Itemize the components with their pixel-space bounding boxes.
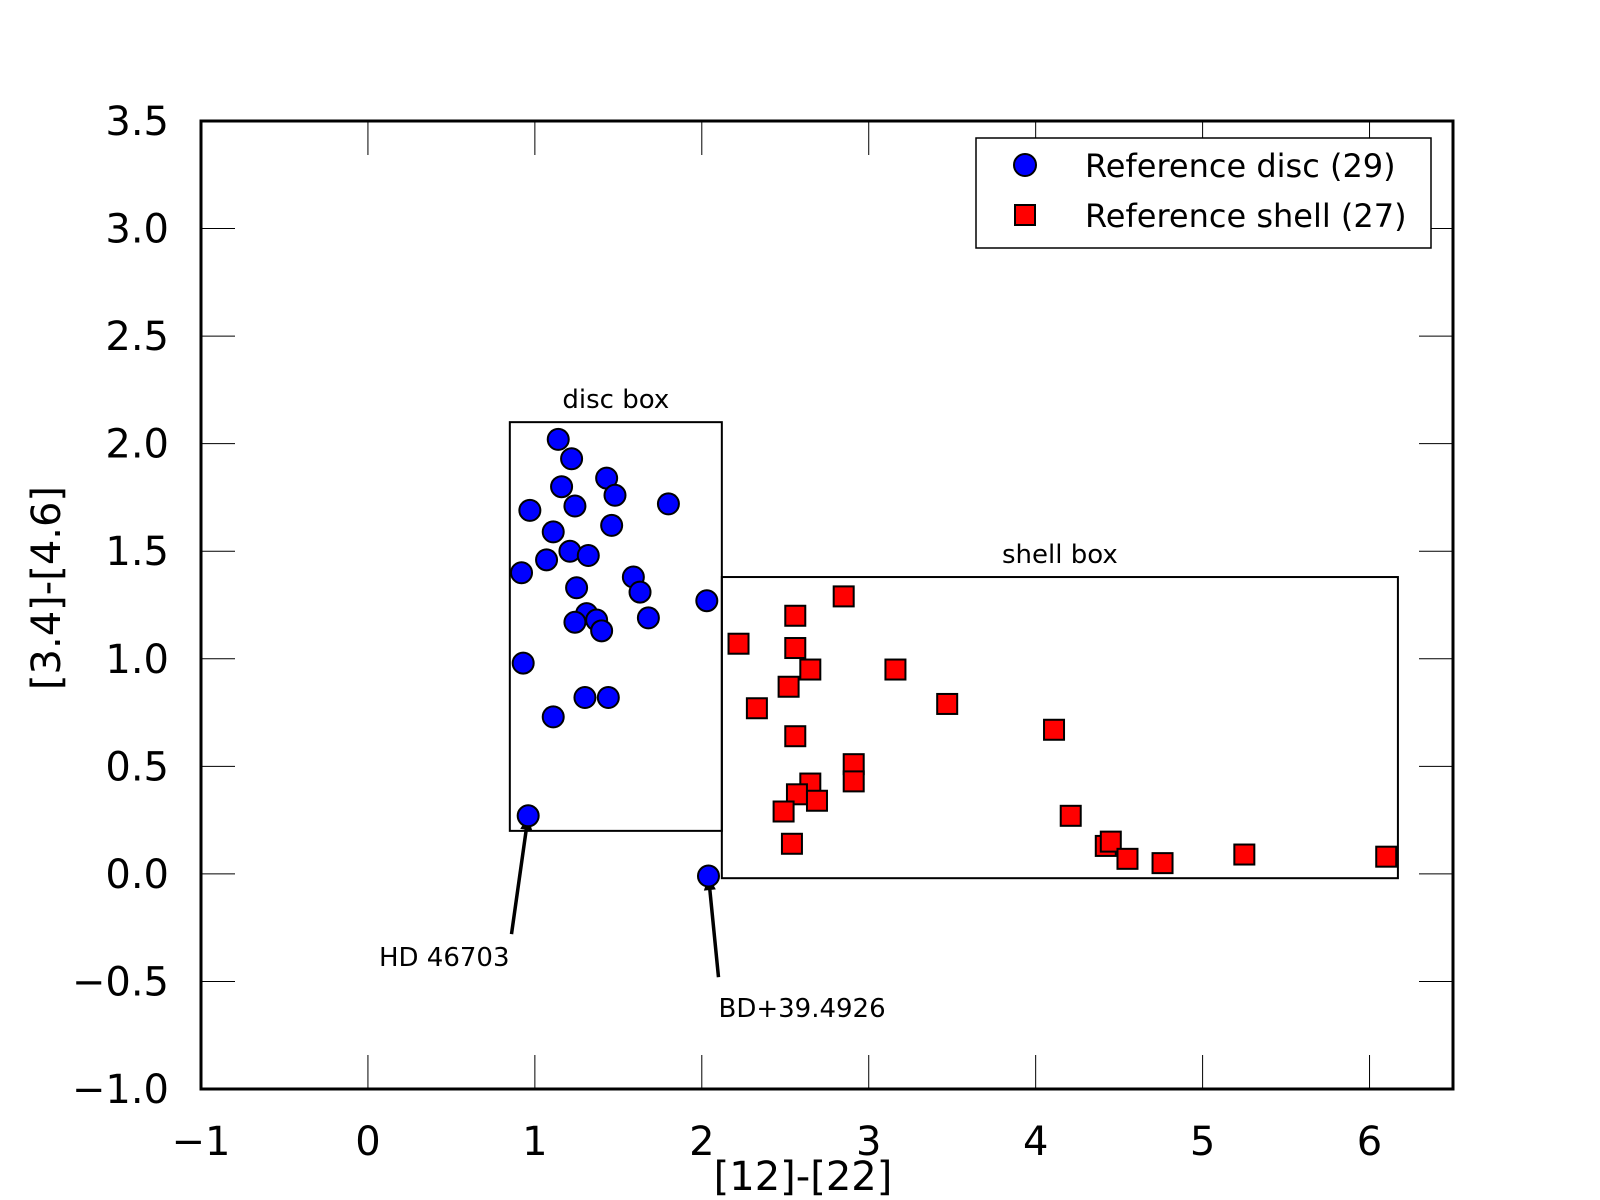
shell-point — [842, 770, 865, 793]
disc-point — [535, 548, 559, 572]
y-tick-label: 1.0 — [105, 637, 169, 683]
shell-point — [780, 832, 803, 855]
y-tick-label: 0.5 — [105, 744, 169, 790]
region-label: disc box — [562, 385, 669, 415]
disc-point — [560, 447, 584, 471]
shell-point — [1116, 847, 1139, 870]
disc-point — [550, 475, 574, 499]
tick-labels: −1 0 1 2 3 4 5 6 −1.0 −0.5 0.0 0.5 1.0 1.5 2.0 2.5 3.0 3.… — [72, 99, 1382, 1165]
y-tick-label: 2.0 — [105, 422, 169, 468]
x-axis-label: [12]-[22] — [714, 1154, 893, 1200]
region-label: shell box — [1002, 540, 1118, 570]
legend-frame — [975, 137, 1432, 249]
shell-point — [799, 658, 822, 681]
disc-point — [695, 589, 719, 613]
x-tick-label: 6 — [1357, 1119, 1382, 1165]
disc-point — [563, 494, 587, 518]
shell-point — [772, 800, 795, 823]
shell-point — [1043, 718, 1066, 741]
disc-point — [563, 610, 587, 634]
disc-point — [576, 544, 600, 568]
disc-point — [541, 705, 565, 729]
region-boxes: disc box shell box — [508, 385, 1399, 880]
annotation-arrow — [509, 825, 529, 935]
plot-frame — [199, 119, 1455, 1091]
shell-point — [784, 637, 807, 660]
y-tick-label: 1.5 — [105, 529, 169, 575]
x-tick-label: 4 — [1023, 1119, 1048, 1165]
region-box — [720, 576, 1399, 880]
shell-point — [784, 725, 807, 748]
y-tick-label: 3.5 — [105, 99, 169, 145]
annotation-label: HD 46703 — [379, 943, 510, 973]
shell-point — [745, 697, 768, 720]
shell-point — [1151, 852, 1174, 875]
annotations: HD 46703 BD+39.4926 — [379, 815, 886, 1024]
x-tick-label: 5 — [1190, 1119, 1215, 1165]
disc-point — [573, 685, 597, 709]
shell-point — [884, 658, 907, 681]
annotation-arrow — [707, 885, 721, 978]
legend-disc-label: Reference disc (29) — [1085, 147, 1396, 185]
x-tick-label: 2 — [689, 1119, 714, 1165]
y-tick-label: 2.5 — [105, 314, 169, 360]
shell-point — [1375, 845, 1398, 868]
shell-point — [805, 789, 828, 812]
shell-point — [784, 604, 807, 627]
legend-shell-label: Reference shell (27) — [1085, 197, 1407, 235]
disc-point — [656, 492, 680, 516]
disc-point — [565, 576, 589, 600]
shell-point — [777, 675, 800, 698]
y-tick-label: 0.0 — [105, 852, 169, 898]
x-tick-label: 1 — [522, 1119, 547, 1165]
y-axis-label: [3.4]-[4.6] — [24, 486, 70, 690]
disc-point — [596, 685, 620, 709]
y-tick-label: −0.5 — [72, 959, 169, 1005]
disc-point — [696, 864, 720, 888]
disc-point — [510, 561, 534, 585]
shell-point — [727, 632, 750, 655]
x-tick-label: 0 — [355, 1119, 380, 1165]
disc-point — [603, 483, 627, 507]
shell-point — [1059, 804, 1082, 827]
y-tick-label: −1.0 — [72, 1067, 169, 1113]
x-tick-label: 3 — [856, 1119, 881, 1165]
disc-point — [546, 427, 570, 451]
legend-disc-marker — [1013, 153, 1037, 177]
legend-shell-marker — [1014, 204, 1036, 226]
annotation-label: BD+39.4926 — [718, 994, 885, 1024]
disc-point — [511, 651, 535, 675]
disc-point — [541, 520, 565, 544]
disc-point — [628, 580, 652, 604]
x-tick-label: −1 — [172, 1119, 231, 1165]
legend: Reference disc (29) Reference shell (27) — [975, 137, 1432, 249]
disc-point — [636, 606, 660, 630]
shell-point — [936, 692, 959, 715]
disc-point — [590, 619, 614, 643]
y-tick-label: 3.0 — [105, 207, 169, 253]
shell-point — [832, 585, 855, 608]
disc-point — [600, 513, 624, 537]
disc-point — [518, 498, 542, 522]
disc-point — [516, 804, 540, 828]
data-points — [510, 427, 1398, 888]
shell-point — [1099, 830, 1122, 853]
shell-point — [1233, 843, 1256, 866]
